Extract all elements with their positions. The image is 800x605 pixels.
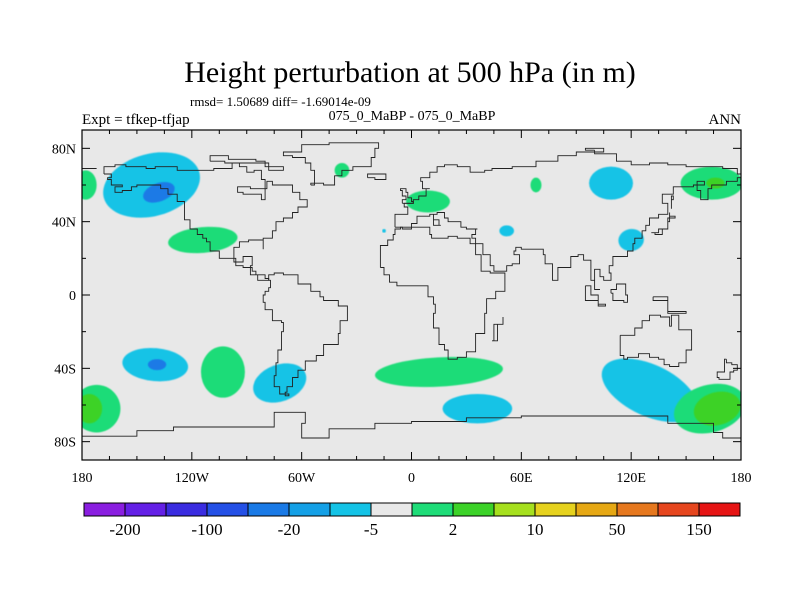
anomaly-region (200, 346, 245, 398)
coastline (209, 155, 284, 171)
experiment-label: Expt = tfkep-tfjap (82, 112, 190, 128)
coastline (584, 285, 606, 307)
chart-title: Height perturbation at 500 hPa (in m) (184, 56, 636, 89)
anomaly-region (143, 182, 175, 203)
coastline (282, 142, 380, 186)
chart-stats-text: rmsd= 1.50689 diff= -1.69014e-09 (190, 94, 371, 109)
colorbar-box (534, 502, 577, 517)
coastline (652, 296, 687, 314)
colorbar-label: -20 (278, 520, 301, 539)
colorbar-label: -100 (191, 520, 222, 539)
chart-subtitle: 075_0_MaBP - 075_0_MaBP (329, 109, 496, 124)
anomaly-region (147, 359, 167, 371)
y-tick-label: 80S (54, 436, 76, 451)
colorbar-box (124, 502, 167, 517)
colorbar: -200 -100 -20 -5 2 10 50 150 (83, 502, 741, 539)
colorbar-box (411, 502, 454, 517)
colorbar-box (616, 502, 659, 517)
colorbar-box (452, 502, 495, 517)
colorbar-label: 10 (527, 520, 544, 539)
coastline (82, 168, 97, 171)
y-tick-label: 40N (52, 216, 76, 231)
anomaly-layer (82, 152, 741, 434)
anomaly-region (530, 177, 542, 193)
coastline-layer (82, 142, 741, 439)
x-tick-label: 180 (72, 471, 93, 486)
colorbar-box (493, 502, 536, 517)
colorbar-label: -5 (364, 520, 378, 539)
colorbar-box (247, 502, 290, 517)
x-tick-label: 60W (288, 471, 316, 486)
coastline (670, 195, 674, 209)
y-tick-label: 80N (52, 142, 76, 157)
coastline (619, 314, 693, 367)
coastline (492, 317, 504, 342)
x-tick-label: 120W (175, 471, 210, 486)
colorbar-box (698, 502, 741, 517)
anomaly-region (601, 358, 698, 423)
coastline (584, 147, 605, 153)
y-tick-label: 0 (69, 289, 76, 304)
y-tick-label: 40S (54, 362, 76, 377)
colorbar-label: -200 (109, 520, 140, 539)
coastline (262, 272, 348, 397)
colorbar-box (575, 502, 618, 517)
coastline (651, 212, 676, 235)
anomaly-region (693, 391, 741, 426)
colorbar-label: 2 (449, 520, 458, 539)
x-tick-label: 180 (731, 471, 752, 486)
anomaly-region (82, 170, 97, 200)
anomaly-region (253, 363, 307, 403)
anomaly-region (618, 228, 644, 252)
anomaly-region (406, 190, 450, 213)
colorbar-label: 50 (609, 520, 626, 539)
x-tick-label: 0 (408, 471, 415, 486)
colorbar-box (83, 502, 126, 517)
anomaly-region (82, 394, 103, 424)
colorbar-box (329, 502, 372, 517)
anomaly-region (168, 226, 238, 254)
anomaly-region (382, 229, 386, 233)
x-tick-label: 120E (616, 471, 646, 486)
colorbar-box (206, 502, 249, 517)
coastline (716, 358, 738, 380)
colorbar-box (165, 502, 208, 517)
anomaly-region (499, 225, 515, 237)
x-tick-label: 60E (510, 471, 533, 486)
coastline (394, 151, 741, 290)
season-label: ANN (709, 112, 742, 128)
anomaly-region (706, 177, 725, 189)
anomaly-region (442, 394, 513, 424)
colorbar-box (370, 502, 413, 517)
axis-layer: 180 120W 60W 0 60E 120E 180 80N 40N 0 40S 80S (52, 130, 752, 486)
colorbar-box (288, 502, 331, 517)
coastline (82, 411, 741, 439)
coastline (610, 283, 628, 303)
coastline (400, 188, 414, 204)
coastline (103, 162, 308, 281)
anomaly-region (374, 356, 503, 388)
coastline (379, 226, 506, 360)
coastline (367, 173, 387, 180)
colorbar-label: 150 (686, 520, 712, 539)
colorbar-box (657, 502, 700, 517)
anomaly-region (589, 166, 633, 200)
